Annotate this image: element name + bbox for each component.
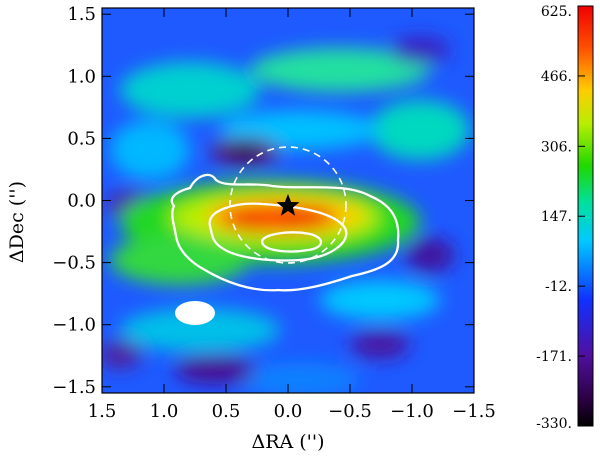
intensity-map <box>102 36 470 393</box>
x-axis: 1.5 1.0 0.5 0.0 −0.5 −1.0 −1.5 <box>88 8 496 422</box>
core-contour <box>260 231 323 253</box>
colorbar-tick-label: -12. <box>545 279 572 295</box>
x-axis-title: ΔRA ('') <box>251 431 324 453</box>
map-blob <box>110 120 190 180</box>
plot-area <box>102 8 474 393</box>
y-tick-label: 1.5 <box>67 4 96 25</box>
x-tick-label: −1.0 <box>390 401 434 422</box>
x-tick-label: 1.5 <box>88 401 117 422</box>
map-trough <box>405 237 455 273</box>
x-tick-label: 0.0 <box>274 401 303 422</box>
y-axis-title: ΔDec ('') <box>6 181 28 263</box>
y-axis: 1.5 1.0 0.5 0.0 −0.5 −1.0 −1.5 <box>52 4 474 398</box>
map-blob <box>250 48 430 92</box>
map-trough <box>390 36 450 64</box>
beam-ellipse <box>175 301 215 325</box>
x-tick-label: 1.0 <box>150 401 179 422</box>
y-tick-label: −1.0 <box>52 315 96 336</box>
map-blob <box>240 362 360 393</box>
y-tick-label: −1.5 <box>52 377 96 398</box>
y-tick-label: 0.0 <box>67 191 96 212</box>
map-peak <box>228 212 268 228</box>
map-trough <box>102 341 142 369</box>
x-tick-label: −0.5 <box>328 401 372 422</box>
colorbar-tick-label: 625. <box>541 4 572 20</box>
colorbar-tick-label: 466. <box>541 69 572 85</box>
x-tick-label: 0.5 <box>212 401 241 422</box>
x-tick-label: −1.5 <box>452 401 496 422</box>
star-icon <box>276 194 300 216</box>
inner-contour <box>208 202 348 262</box>
colorbar-ticks: 625. 466. 306. 147. -12. -171. -330. <box>536 4 585 432</box>
y-tick-label: −0.5 <box>52 253 96 274</box>
outer-contour <box>170 173 400 292</box>
dashed-circle <box>229 146 347 264</box>
contours <box>170 173 400 292</box>
colorbar-tick-label: -171. <box>536 349 572 365</box>
map-blob <box>370 100 470 160</box>
map-trough <box>175 356 255 384</box>
map-blob <box>320 280 440 320</box>
colorbar-tick-label: 147. <box>541 209 572 225</box>
map-blob <box>120 62 260 118</box>
map-blob <box>120 308 280 352</box>
colorbar: 625. 466. 306. 147. -12. -171. -330. <box>536 4 594 432</box>
map-ridge <box>110 235 250 285</box>
colorbar-tick-label: 306. <box>541 139 572 155</box>
colorbar-tick-label: -330. <box>536 416 572 432</box>
y-tick-label: 0.5 <box>67 128 96 149</box>
map-trough <box>231 145 259 159</box>
y-tick-label: 1.0 <box>67 66 96 87</box>
map-trough <box>350 331 410 359</box>
